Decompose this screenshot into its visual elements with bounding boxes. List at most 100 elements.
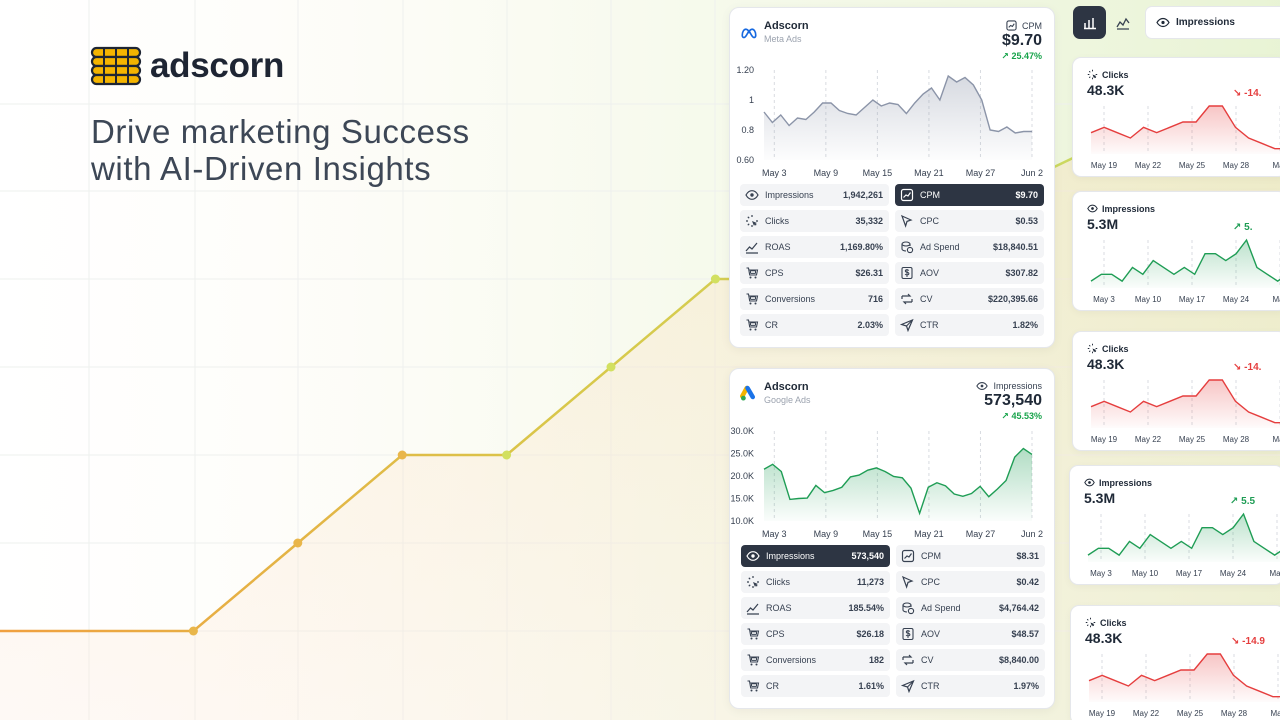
google-stat-cps[interactable]: CPS $26.18 bbox=[741, 623, 890, 645]
coins-icon bbox=[902, 602, 915, 615]
eye-icon bbox=[1087, 204, 1098, 213]
side-card-chart[interactable]: May 19 May 22 May 25 May 28 May bbox=[1071, 646, 1280, 720]
chart-series-line bbox=[763, 74, 1032, 134]
x-tick-label: May 28 bbox=[1223, 435, 1250, 444]
x-tick-label: May 19 bbox=[1091, 161, 1118, 170]
stat-label: Ad Spend bbox=[921, 603, 961, 613]
google-ads-card[interactable]: Adscorn Google Ads Impressions 573,540 ↗… bbox=[729, 368, 1055, 709]
meta-stat-cr[interactable]: CR 2.03% bbox=[740, 314, 889, 336]
google-headline-metric: Impressions 573,540 ↗ 45.53% bbox=[976, 381, 1042, 422]
google-stat-clicks[interactable]: Clicks 11,273 bbox=[741, 571, 890, 593]
stat-value: 1,169.80% bbox=[839, 242, 883, 252]
bar-chart-button[interactable] bbox=[1073, 6, 1106, 39]
coins-icon bbox=[901, 241, 914, 254]
x-tick-label: May bbox=[1272, 435, 1280, 444]
click-sparkle-icon bbox=[1087, 69, 1098, 80]
side-card-chart[interactable]: May 19 May 22 May 25 May 28 May bbox=[1073, 98, 1280, 177]
y-tick-label: 0.60 bbox=[736, 155, 754, 165]
x-tick-label: May 15 bbox=[863, 529, 893, 539]
click-sparkle-icon bbox=[747, 576, 759, 588]
side-card-title: Clicks bbox=[1087, 69, 1129, 80]
google-stat-ad-spend[interactable]: Ad Spend $4,764.42 bbox=[896, 597, 1045, 619]
stat-label: CPC bbox=[920, 216, 940, 226]
chart-series-line bbox=[763, 447, 1033, 516]
meta-stat-impressions[interactable]: Impressions 1,942,261 bbox=[740, 184, 889, 206]
meta-stat-clicks[interactable]: Clicks 35,332 bbox=[740, 210, 889, 232]
eye-icon bbox=[1156, 17, 1170, 28]
y-tick-label: 1 bbox=[749, 95, 754, 105]
brand-name: adscorn bbox=[150, 46, 285, 85]
side-card-impressions[interactable]: Impressions 5.3M ↗ 5.5 May 3 May 10 May 17 May… bbox=[1069, 465, 1280, 585]
trend-up-icon: ↗ bbox=[1001, 411, 1009, 421]
google-stat-roas[interactable]: ROAS 185.54% bbox=[741, 597, 890, 619]
chart-area-fill bbox=[1091, 106, 1280, 154]
stat-value: $0.42 bbox=[1016, 577, 1039, 587]
side-card-clicks[interactable]: Clicks 48.3K ↘ -14. May 19 May 22 May 25 May 2… bbox=[1072, 57, 1280, 177]
x-tick-label: May bbox=[1270, 709, 1280, 718]
meta-cpm-chart[interactable]: 1.20 1 0.8 0.60 May 3 May 9 May 15 May 21 May 27… bbox=[730, 60, 1056, 182]
side-card-title: Impressions bbox=[1087, 203, 1155, 214]
meta-stat-cv[interactable]: CV $220,395.66 bbox=[895, 288, 1044, 310]
meta-stat-cpm[interactable]: CPM $9.70 bbox=[895, 184, 1044, 206]
hero-line-2: with AI-Driven Insights bbox=[91, 150, 432, 187]
stat-value: 11,273 bbox=[856, 577, 884, 587]
click-sparkle-icon bbox=[1085, 617, 1096, 628]
meta-stat-roas[interactable]: ROAS 1,169.80% bbox=[740, 236, 889, 258]
stat-value: $26.31 bbox=[855, 268, 883, 278]
side-card-title: Clicks bbox=[1087, 343, 1129, 354]
meta-stat-cpc[interactable]: CPC $0.53 bbox=[895, 210, 1044, 232]
stat-label: CPC bbox=[921, 577, 941, 587]
side-card-value: 48.3K bbox=[1087, 82, 1125, 98]
side-card-chart[interactable]: May 19 May 22 May 25 May 28 May bbox=[1073, 372, 1280, 451]
x-tick-label: May 27 bbox=[966, 168, 996, 178]
y-tick-label: 15.0K bbox=[730, 494, 754, 504]
stat-label: CPM bbox=[921, 551, 941, 561]
stat-value: $220,395.66 bbox=[987, 294, 1038, 304]
side-card-chart[interactable]: May 3 May 10 May 17 May 24 May bbox=[1070, 506, 1280, 585]
meta-stat-ctr[interactable]: CTR 1.82% bbox=[895, 314, 1044, 336]
y-tick-label: 30.0K bbox=[730, 426, 754, 436]
side-card-clicks[interactable]: Clicks 48.3K ↘ -14. May 19 May 22 May 25 May 2… bbox=[1072, 331, 1280, 451]
line-chart-button[interactable] bbox=[1106, 6, 1139, 39]
y-tick-label: 10.0K bbox=[730, 516, 754, 526]
meta-stat-ad-spend[interactable]: Ad Spend $18,840.51 bbox=[895, 236, 1044, 258]
google-stat-impressions[interactable]: Impressions 573,540 bbox=[741, 545, 890, 567]
google-stat-ctr[interactable]: CTR 1.97% bbox=[896, 675, 1045, 697]
x-tick-label: May 24 bbox=[1223, 295, 1250, 304]
google-impressions-chart[interactable]: 30.0K 25.0K 20.0K 15.0K 10.0K May 3 May 9 May 1… bbox=[730, 421, 1056, 543]
chart-area-fill bbox=[764, 448, 1032, 521]
meta-stat-aov[interactable]: AOV $307.82 bbox=[895, 262, 1044, 284]
google-stat-aov[interactable]: AOV $48.57 bbox=[896, 623, 1045, 645]
google-stat-cpm[interactable]: CPM $8.31 bbox=[896, 545, 1045, 567]
google-stat-cpc[interactable]: CPC $0.42 bbox=[896, 571, 1045, 593]
side-card-impressions[interactable]: Impressions 5.3M ↗ 5. May 3 May 10 May 17 May … bbox=[1072, 191, 1280, 311]
google-stat-cv[interactable]: CV $8,840.00 bbox=[896, 649, 1045, 671]
meta-logo-icon bbox=[741, 28, 757, 39]
x-tick-label: May 25 bbox=[1177, 709, 1204, 718]
stat-label: CR bbox=[766, 681, 779, 691]
stat-label: AOV bbox=[921, 629, 941, 639]
side-card-chart[interactable]: May 3 May 10 May 17 May 24 May bbox=[1073, 232, 1280, 311]
send-icon bbox=[900, 318, 914, 332]
stat-label: Ad Spend bbox=[920, 242, 960, 252]
stat-label: Clicks bbox=[766, 577, 790, 587]
meta-stat-cps[interactable]: CPS $26.31 bbox=[740, 262, 889, 284]
y-tick-label: 20.0K bbox=[730, 471, 754, 481]
trend-up-icon: ↗ bbox=[1001, 51, 1009, 61]
x-tick-label: May 17 bbox=[1179, 295, 1206, 304]
stat-value: $4,764.42 bbox=[998, 603, 1039, 613]
meta-stat-conversions[interactable]: Conversions 716 bbox=[740, 288, 889, 310]
click-sparkle-icon bbox=[746, 215, 758, 227]
google-ads-logo-icon bbox=[740, 385, 755, 401]
x-tick-label: May 27 bbox=[966, 529, 996, 539]
stat-label: CPM bbox=[920, 190, 940, 200]
chart-area-fill bbox=[1088, 514, 1280, 562]
google-stat-conversions[interactable]: Conversions 182 bbox=[741, 649, 890, 671]
x-tick-label: May 17 bbox=[1176, 569, 1203, 578]
cart-icon bbox=[746, 267, 759, 279]
google-stat-cr[interactable]: CR 1.61% bbox=[741, 675, 890, 697]
meta-ads-card[interactable]: Adscorn Meta Ads CPM $9.70 ↗ 25.47% 1.20… bbox=[729, 7, 1055, 348]
side-card-clicks[interactable]: Clicks 48.3K ↘ -14.9 May 19 May 22 May 25 May … bbox=[1070, 605, 1280, 720]
x-tick-label: May 3 bbox=[1093, 295, 1115, 304]
metric-dropdown[interactable]: Impressions bbox=[1145, 6, 1280, 39]
